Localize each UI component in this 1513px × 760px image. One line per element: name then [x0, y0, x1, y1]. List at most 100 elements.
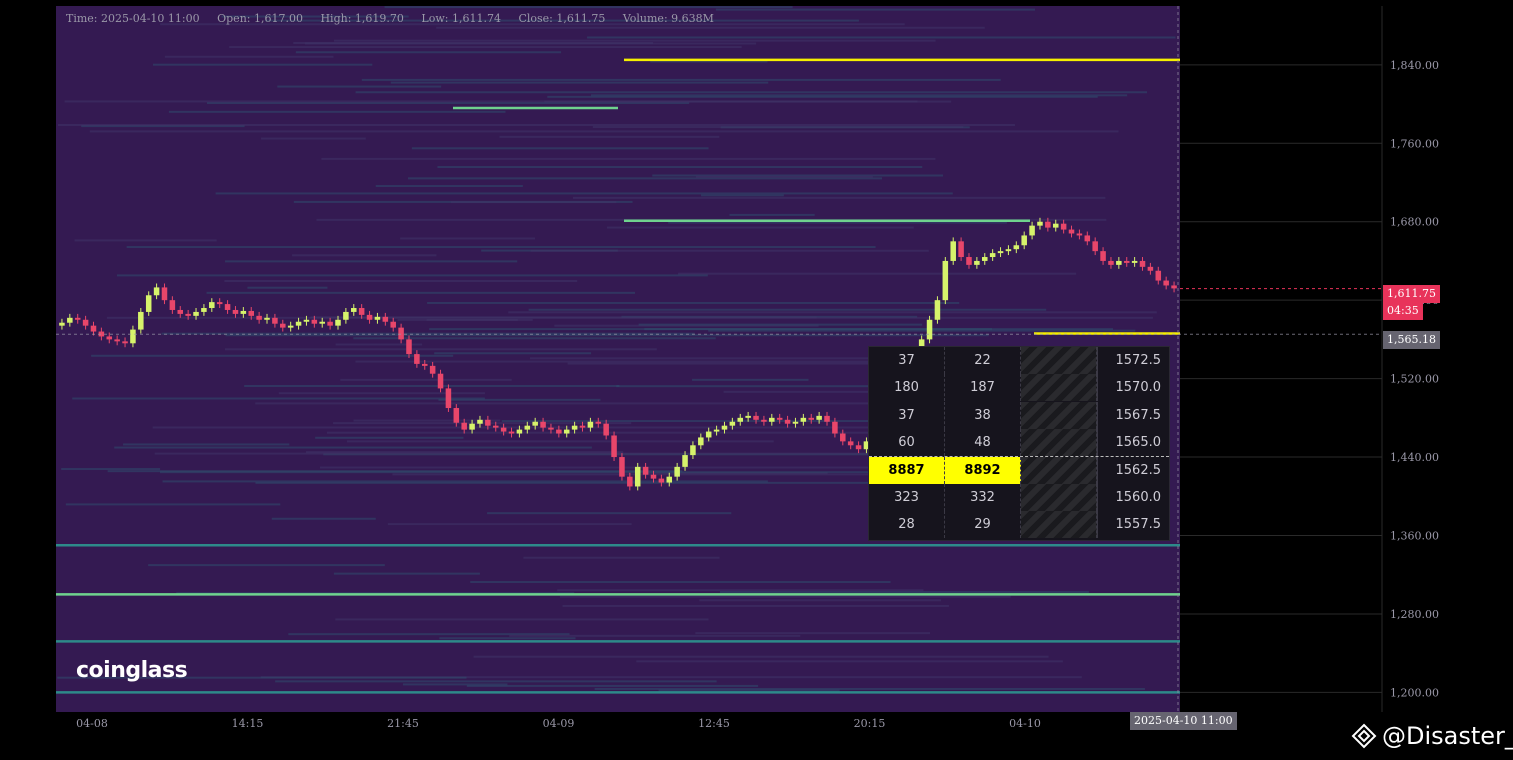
candle-body — [587, 421, 594, 428]
heat-band — [61, 468, 161, 471]
heat-band — [244, 385, 620, 388]
heat-band — [89, 130, 1119, 133]
tooltip-bid-value: 187 — [945, 374, 1021, 402]
heat-band — [333, 572, 480, 575]
candle-body — [595, 421, 602, 424]
ohlc-high: High: 1,619.70 — [320, 12, 404, 25]
heat-band — [402, 683, 508, 686]
tooltip-row: 37 38 1567.5 — [869, 401, 1169, 429]
candle-body — [1052, 223, 1059, 228]
heat-band — [390, 81, 769, 84]
candle-body — [745, 415, 751, 418]
heat-band — [355, 91, 1148, 94]
tooltip-bid-value: 332 — [945, 484, 1021, 511]
heat-band — [668, 221, 1007, 224]
tooltip-bid-value: 29 — [945, 511, 1021, 539]
tooltip-bid-value: 38 — [945, 401, 1021, 429]
heat-band — [470, 581, 891, 584]
heat-band — [439, 637, 576, 640]
candle-body — [832, 421, 838, 434]
candle-body — [106, 336, 113, 340]
heat-band — [658, 689, 840, 692]
heat-band — [319, 466, 986, 469]
candle-body — [792, 421, 799, 424]
heat-band — [277, 85, 442, 88]
heat-band — [335, 618, 709, 621]
heat-band — [487, 512, 732, 515]
candle-body — [1155, 270, 1162, 281]
tooltip-price: 1570.0 — [1097, 374, 1169, 402]
candle-body — [784, 419, 791, 424]
tooltip-price: 1572.5 — [1097, 347, 1169, 374]
heat-band — [692, 378, 809, 381]
candle-body — [469, 423, 475, 430]
tooltip-ask-value: 323 — [869, 484, 945, 511]
candle-body — [1163, 280, 1169, 286]
heat-band — [695, 175, 873, 178]
heat-band — [606, 226, 914, 229]
heat-band — [438, 398, 601, 401]
y-tick-label: 1,360.00 — [1390, 530, 1439, 543]
candle-body — [461, 422, 467, 430]
heat-band — [247, 286, 328, 289]
heat-band — [335, 343, 423, 346]
candle-body — [516, 429, 523, 434]
heat-band — [587, 36, 1176, 39]
candle-body — [958, 241, 964, 258]
candle-body — [256, 315, 262, 320]
heat-band — [148, 564, 385, 567]
tooltip-separator — [869, 455, 1169, 457]
heat-band — [305, 451, 624, 454]
heat-band — [154, 452, 1095, 455]
candle-body — [642, 466, 649, 475]
heat-band — [530, 249, 929, 252]
countdown-tag: 04:35 — [1383, 302, 1423, 320]
y-tick-label: 1,280.00 — [1390, 608, 1439, 621]
heat-band — [636, 660, 1063, 663]
heat-band — [153, 63, 373, 66]
candle-body — [1068, 229, 1075, 234]
heat-band — [353, 337, 716, 340]
candle-body — [240, 310, 247, 314]
candle-body — [398, 327, 404, 340]
tooltip-bid-value: 22 — [945, 347, 1021, 374]
tooltip-price: 1562.5 — [1097, 456, 1169, 484]
candle-body — [311, 319, 318, 324]
candle-body — [492, 425, 499, 428]
candle-body — [729, 421, 736, 426]
candle-body — [287, 325, 294, 328]
candle-body — [847, 441, 854, 446]
heat-band — [567, 362, 958, 365]
heat-band — [547, 95, 1098, 98]
candle-body — [327, 321, 333, 326]
candle-body — [1021, 235, 1027, 246]
heat-band — [74, 239, 217, 242]
candle-body — [1116, 260, 1122, 265]
candle-body — [232, 309, 239, 314]
heat-band — [638, 323, 923, 326]
tooltip-ask-value: 28 — [869, 511, 945, 539]
candle-body — [1037, 221, 1043, 226]
tooltip-hatch — [1021, 374, 1097, 402]
x-tick-label: 12:45 — [698, 717, 730, 730]
heat-band — [224, 280, 578, 283]
tooltip-row: 323 332 1560.0 — [869, 484, 1169, 511]
watermark: @Disaster_ — [1350, 722, 1513, 750]
tooltip-ask-value: 37 — [869, 401, 945, 429]
heat-band — [225, 260, 518, 263]
tooltip-row: 60 48 1565.0 — [869, 429, 1169, 457]
heat-band — [528, 308, 1047, 311]
candle-body — [713, 429, 720, 432]
candle-body — [611, 435, 617, 458]
candle-body — [201, 308, 207, 312]
candle-body — [74, 317, 81, 320]
heat-band — [557, 589, 924, 592]
tooltip-price: 1565.0 — [1097, 429, 1169, 457]
candle-body — [185, 313, 191, 316]
candle-body — [926, 319, 933, 340]
candle-body — [335, 319, 341, 326]
crosshair-time-tag: 2025-04-10 11:00 — [1130, 712, 1237, 730]
candle-body — [138, 311, 144, 330]
heat-band — [57, 676, 467, 679]
